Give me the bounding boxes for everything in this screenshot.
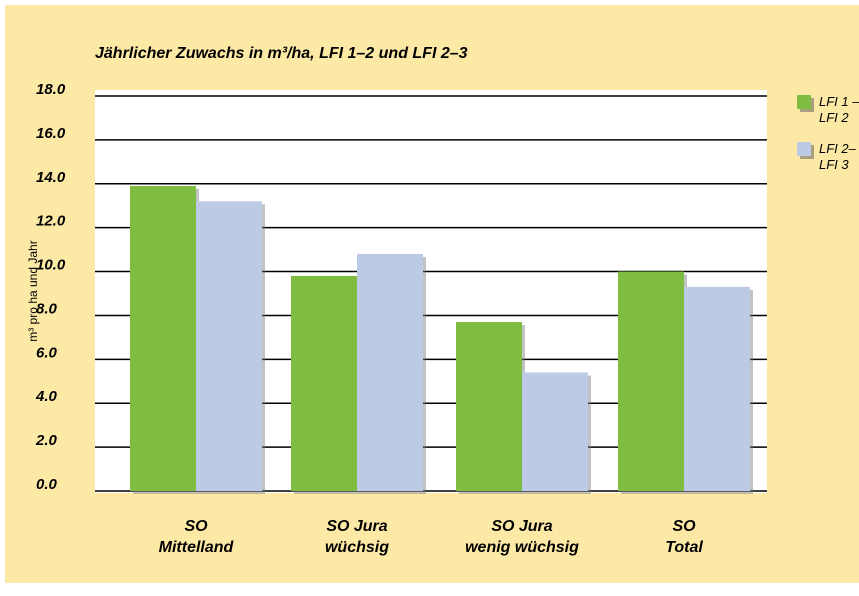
x-tick-label: Mittelland	[159, 539, 235, 556]
legend-label: LFI 1 –	[819, 94, 859, 109]
bar-2-4	[684, 286, 750, 491]
legend-swatch-1	[797, 95, 811, 109]
bar-1-1	[130, 185, 196, 491]
x-tick-label: SO Jura	[326, 518, 387, 535]
y-tick-label: 14.0	[36, 169, 66, 186]
y-tick-label: 12.0	[36, 213, 66, 230]
legend-label: LFI 3	[819, 157, 849, 172]
y-tick-label: 6.0	[36, 344, 58, 361]
y-tick-label: 2.0	[35, 432, 58, 449]
x-tick-label: wüchsig	[325, 539, 389, 556]
bar-2-2	[357, 254, 423, 491]
x-tick-label: SO Jura	[491, 518, 552, 535]
y-tick-label: 0.0	[36, 476, 58, 493]
y-tick-label: 16.0	[36, 125, 66, 142]
y-tick-label: 4.0	[35, 388, 58, 405]
y-axis-ticks: 0.0 2.0 4.0 6.0 8.0 10.0 12.0 14.0 16.0 18.0	[35, 81, 66, 493]
legend: LFI 1 –LFI 2 LFI 2–LFI 3	[797, 94, 859, 172]
x-tick-label: SO	[672, 518, 696, 535]
y-tick-label: 18.0	[36, 81, 66, 98]
bars	[130, 185, 753, 495]
y-tick-label: 10.0	[36, 257, 66, 274]
x-tick-label: wenig wüchsig	[465, 539, 579, 556]
bar-1-4	[618, 271, 684, 491]
x-tick-label: Total	[665, 539, 703, 556]
bar-2-1	[196, 201, 262, 492]
bar-1-3	[456, 322, 522, 491]
chart-title: Jährlicher Zuwachs in m³/ha, LFI 1–2 und…	[95, 45, 468, 62]
x-axis-labels: SO Mittelland SO Jura wüchsig SO Jura wenig w…	[159, 518, 704, 556]
legend-label: LFI 2	[819, 110, 849, 125]
legend-swatch-2	[797, 142, 811, 156]
y-tick-label: 8.0	[36, 300, 58, 317]
legend-label: LFI 2–	[819, 141, 857, 156]
bar-2-3	[522, 372, 588, 491]
x-tick-label: SO	[184, 518, 208, 535]
bar-1-2	[291, 275, 357, 491]
y-axis-label: m³ pro ha und Jahr	[26, 240, 40, 341]
